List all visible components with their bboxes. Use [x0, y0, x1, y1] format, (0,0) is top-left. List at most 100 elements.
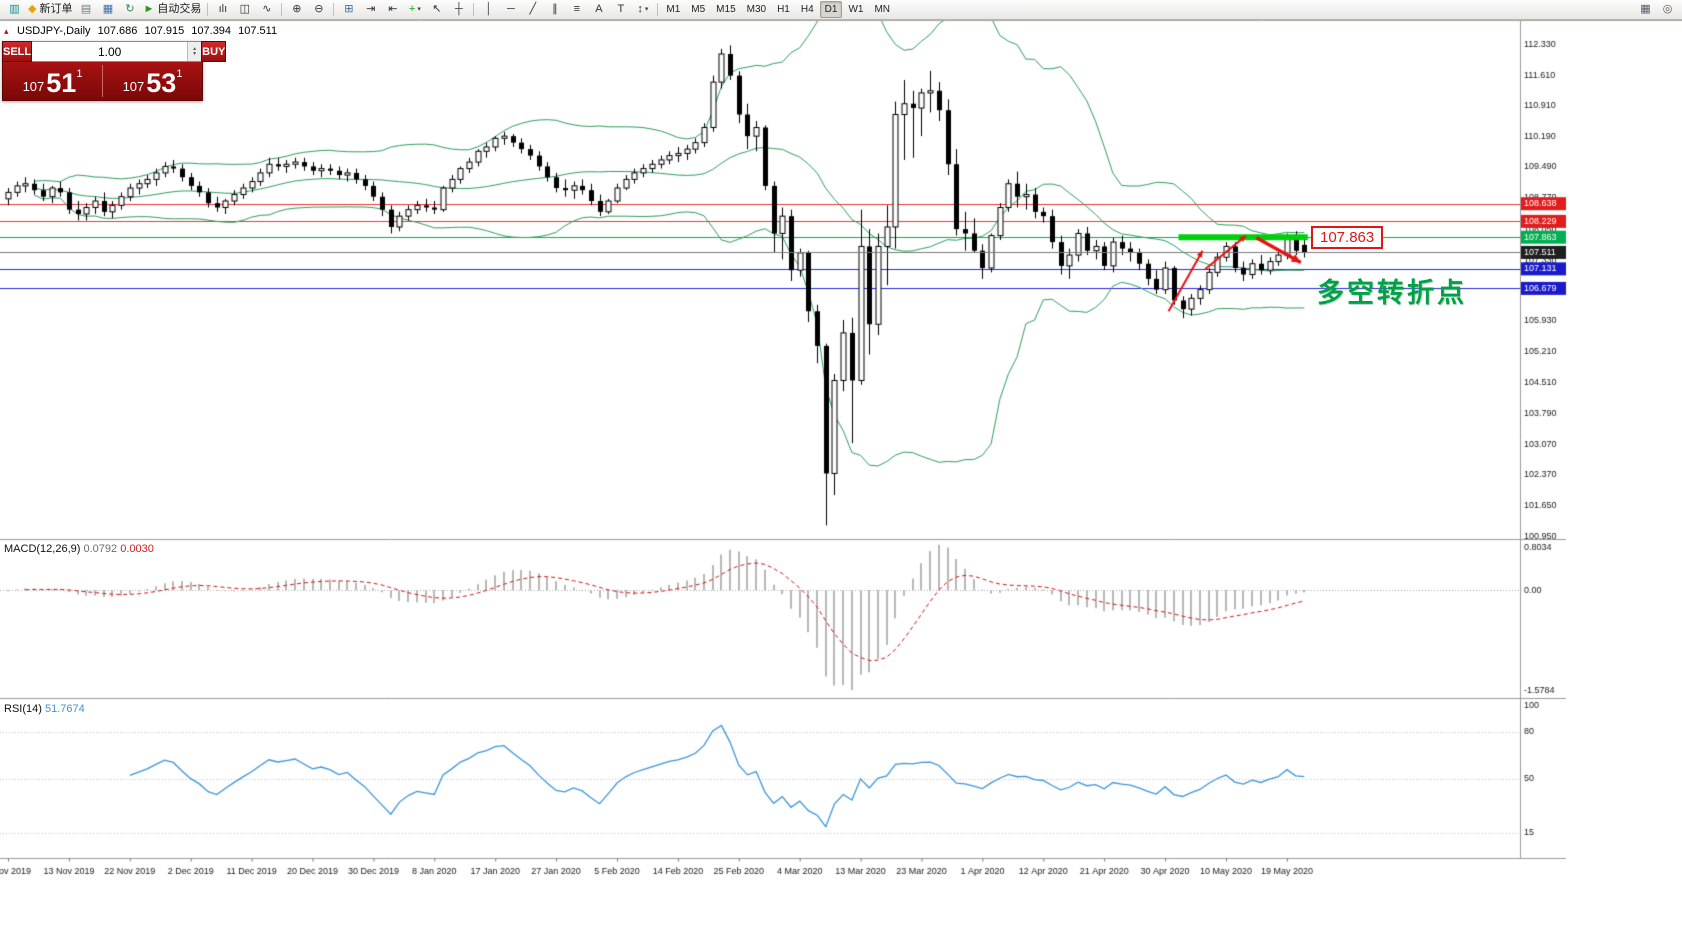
timeframe-h4-button[interactable]: H4	[800, 4, 814, 15]
fibonacci-icon[interactable]: ≡	[566, 1, 587, 18]
line-chart-type-icon: ∿	[262, 3, 272, 15]
zoom-in-icon[interactable]: ⊕	[286, 1, 307, 18]
magnifier-icon[interactable]: ◎	[1657, 1, 1678, 18]
auto-scroll-icon: ⇥	[366, 3, 376, 15]
sell-button[interactable]: SELL	[2, 41, 33, 62]
trade-panel-divider	[102, 65, 103, 97]
timeframe-m1-button[interactable]: M1	[666, 4, 681, 15]
timeframe-toolbar: M1 M5 M15 M30 H1 H4 D1 W1 MN	[661, 1, 895, 18]
ohlc-open: 107.686	[97, 25, 138, 37]
main-toolbar: ▥ ◆ 新订单 ▤ ▦ ↻ ► 自动交易 ılı ◫ ∿ ⊕ ⊖ ⊞ ⇥ ⇤ + ▾ ↖ ┼ │ ─ ╱ ∥ ≡ A T ↕ ▾ M1 M…	[0, 0, 1682, 20]
bar-chart-type-icon: ılı	[218, 3, 228, 15]
trade-panel-controls: SELL ▲ ▼ BUY	[2, 41, 227, 62]
volume-field: ▲ ▼	[32, 41, 202, 62]
chart-symbol-period: USDJPY-,Daily	[17, 25, 91, 37]
chart-grid-icon[interactable]: ▦	[1635, 1, 1656, 18]
sell-price-pips: 51	[46, 68, 77, 99]
volume-input[interactable]	[32, 42, 188, 61]
autotrading-button-label: 自动交易	[157, 3, 202, 15]
profiles-icon: ▦	[102, 3, 114, 15]
label-icon[interactable]: T	[610, 1, 631, 18]
toolbar-separator	[207, 3, 209, 16]
sell-price[interactable]: 107 51 1	[3, 62, 102, 100]
autotrading-button-icon: ►	[143, 3, 155, 15]
magnifier-icon: ◎	[1662, 3, 1673, 15]
crosshair-icon: ┼	[454, 3, 463, 15]
zoom-out-icon: ⊖	[314, 3, 324, 15]
oneclick-toggle-icon[interactable]: ▴	[4, 26, 9, 36]
cursor-icon: ↖	[432, 3, 442, 15]
chart-window-icon: ▤	[80, 3, 92, 15]
horizontal-line-icon: ─	[506, 3, 515, 15]
autotrading-button[interactable]: ► 自动交易	[141, 1, 203, 18]
sell-price-fraction: 1	[76, 68, 83, 80]
timeframe-m30-button[interactable]: M30	[746, 4, 767, 15]
toolbar-separator	[657, 3, 659, 16]
volume-down-icon[interactable]: ▼	[192, 50, 198, 57]
crosshair-icon[interactable]: ┼	[448, 1, 469, 18]
channel-icon[interactable]: ∥	[544, 1, 565, 18]
timeframe-mn-button[interactable]: MN	[874, 4, 891, 15]
chart-shift-icon[interactable]: ⇤	[382, 1, 403, 18]
chart-shift-icon: ⇤	[388, 3, 398, 15]
buy-button[interactable]: BUY	[201, 41, 227, 62]
rsi-name: RSI(14)	[4, 703, 42, 715]
timeframe-d1-button[interactable]: D1	[819, 1, 843, 18]
chart-header: USDJPY-,Daily 107.686 107.915 107.394 10…	[17, 25, 281, 37]
candlestick-type-icon[interactable]: ◫	[234, 1, 255, 18]
macd-indicator-label: MACD(12,26,9) 0.0792 0.0030	[4, 543, 154, 555]
tile-windows-icon[interactable]: ⊞	[338, 1, 359, 18]
tile-windows-icon: ⊞	[344, 3, 354, 15]
refresh-icon[interactable]: ↻	[119, 1, 140, 18]
auto-scroll-icon[interactable]: ⇥	[360, 1, 381, 18]
toolbar-separator	[473, 3, 475, 16]
rsi-indicator-label: RSI(14) 51.7674	[4, 703, 85, 715]
horizontal-line-icon[interactable]: ─	[500, 1, 521, 18]
profiles-icon[interactable]: ▦	[97, 1, 118, 18]
fibonacci-icon: ≡	[573, 3, 581, 15]
cursor-icon[interactable]: ↖	[426, 1, 447, 18]
buy-price-fraction: 1	[176, 68, 183, 80]
trade-panel-prices: 107 51 1 107 53 1	[2, 62, 203, 101]
macd-main-value: 0.0792	[83, 543, 118, 555]
timeframe-m5-button[interactable]: M5	[691, 4, 706, 15]
bar-chart-type-icon[interactable]: ılı	[212, 1, 233, 18]
charts-icon: ▥	[9, 3, 20, 15]
trendline-icon[interactable]: ╱	[522, 1, 543, 18]
toolbar-separator	[333, 3, 335, 16]
buy-price[interactable]: 107 53 1	[103, 62, 202, 100]
text-icon[interactable]: A	[588, 1, 609, 18]
indicators-icon: +	[408, 3, 416, 15]
indicators-icon[interactable]: + ▾	[404, 1, 425, 18]
one-click-trade-panel: SELL ▲ ▼ BUY 107 51 1 107 53 1	[2, 41, 227, 101]
line-chart-type-icon[interactable]: ∿	[256, 1, 277, 18]
arrows-tool-icon-dropdown-icon[interactable]: ▾	[644, 6, 649, 13]
timeframe-w1-button[interactable]: W1	[848, 4, 864, 15]
charts-icon[interactable]: ▥	[4, 1, 25, 18]
arrows-tool-icon[interactable]: ↕ ▾	[632, 1, 653, 18]
timeframe-m15-button[interactable]: M15	[716, 4, 736, 15]
channel-icon: ∥	[552, 3, 558, 15]
candlestick-type-icon: ◫	[239, 3, 251, 15]
new-order-button-icon: ◆	[28, 3, 37, 15]
vertical-line-icon[interactable]: │	[478, 1, 499, 18]
new-order-button[interactable]: ◆ 新订单	[26, 1, 74, 18]
price-annotation-label[interactable]: 107.863	[1311, 226, 1384, 249]
macd-name: MACD(12,26,9)	[4, 543, 81, 555]
new-order-button-label: 新订单	[39, 3, 73, 15]
chart-window-icon[interactable]: ▤	[75, 1, 96, 18]
volume-up-icon[interactable]: ▲	[192, 45, 198, 52]
indicators-icon-dropdown-icon[interactable]: ▾	[417, 6, 421, 13]
timeframe-h1-button[interactable]: H1	[777, 4, 790, 15]
turning-point-text: 多空转折点	[1317, 278, 1467, 308]
zoom-out-icon[interactable]: ⊖	[308, 1, 329, 18]
zoom-in-icon: ⊕	[292, 3, 302, 15]
ohlc-high: 107.915	[144, 25, 185, 37]
buy-price-pips: 53	[146, 68, 177, 99]
toolbar-separator	[281, 3, 283, 16]
macd-signal-value: 0.0030	[120, 543, 154, 555]
ohlc-low: 107.394	[191, 25, 232, 37]
toolbar-right-group: ▦ ◎	[1635, 1, 1678, 18]
refresh-icon: ↻	[125, 3, 135, 15]
